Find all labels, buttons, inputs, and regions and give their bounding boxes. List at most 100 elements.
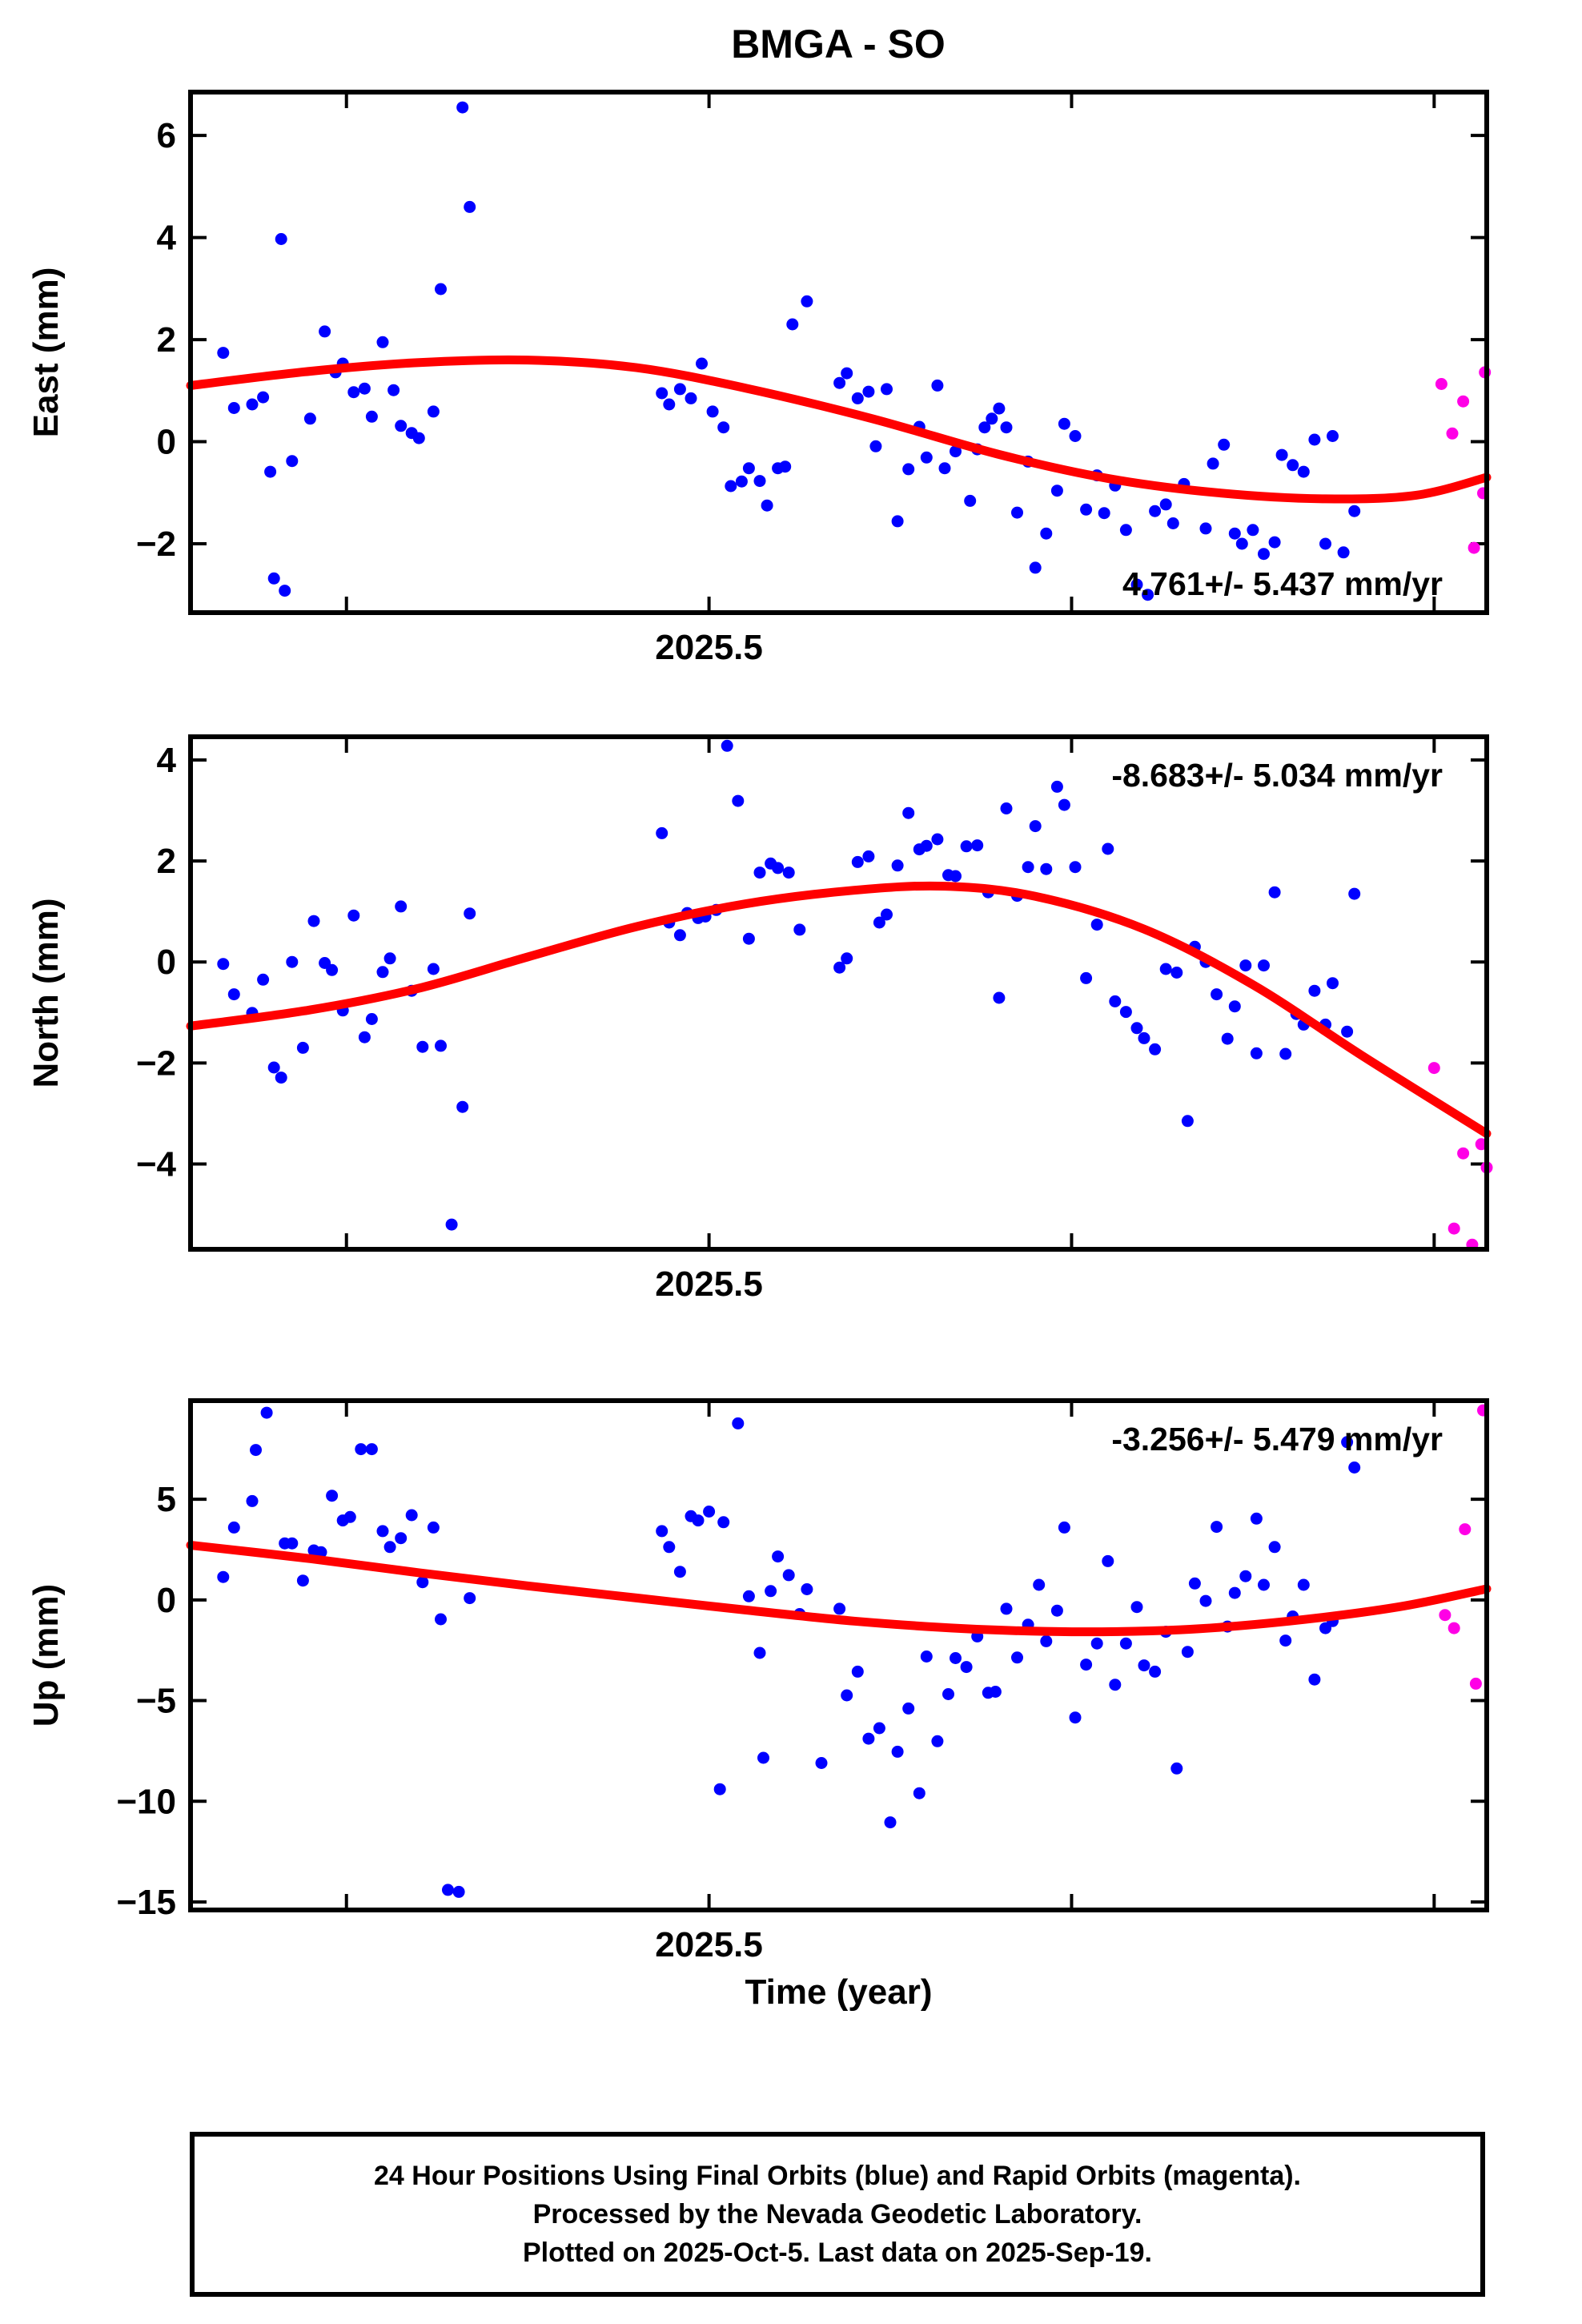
footer-line-orbits: 24 Hour Positions Using Final Orbits (bl… <box>374 2161 1301 2191</box>
final-orbit-point <box>673 1566 686 1578</box>
final-orbit-point <box>793 923 806 936</box>
final-orbit-point <box>1119 524 1132 537</box>
final-orbit-point <box>656 387 669 400</box>
final-orbit-point <box>1188 1577 1201 1590</box>
plot-frame <box>188 734 1489 1252</box>
final-orbit-point <box>735 475 748 488</box>
final-orbit-point <box>1327 977 1339 990</box>
final-orbit-point <box>442 1884 454 1896</box>
final-orbit-point <box>1119 1006 1132 1019</box>
final-orbit-point <box>1149 1665 1162 1678</box>
rapid-orbit-point <box>1457 1147 1470 1160</box>
final-orbit-point <box>1058 417 1070 430</box>
final-orbit-point <box>772 862 785 875</box>
final-orbit-point <box>246 398 259 411</box>
final-orbit-point <box>891 859 904 872</box>
final-orbit-point <box>1228 527 1241 540</box>
final-orbit-point <box>456 1100 469 1113</box>
y-tick-label: 0 <box>157 423 176 462</box>
final-orbit-point <box>319 325 331 338</box>
final-orbit-point <box>913 1787 926 1799</box>
final-orbit-point <box>260 1406 273 1419</box>
final-orbit-point <box>1149 505 1162 517</box>
final-orbit-point <box>227 402 240 414</box>
y-tick-label: 0 <box>157 943 176 982</box>
final-orbit-point <box>891 1745 904 1758</box>
final-orbit-point <box>217 958 230 971</box>
final-orbit-point <box>1050 780 1063 793</box>
y-tick-label: −2 <box>136 1043 176 1083</box>
trend-line <box>186 881 1492 1139</box>
final-orbit-point <box>732 794 745 807</box>
final-orbit-point <box>217 1570 230 1583</box>
final-orbit-point <box>1040 862 1053 875</box>
final-orbit-point <box>1058 1521 1070 1534</box>
final-orbit-point <box>358 1031 371 1043</box>
final-orbit-point <box>358 382 371 395</box>
final-orbit-point <box>1170 967 1183 979</box>
final-orbit-point <box>1348 1462 1361 1474</box>
final-orbit-point <box>435 283 447 296</box>
final-orbit-point <box>902 1702 915 1715</box>
final-orbit-point <box>1090 1637 1103 1650</box>
final-orbit-point <box>395 420 408 432</box>
rate-annotation: -3.256+/- 5.479 mm/yr <box>1111 1421 1443 1458</box>
final-orbit-point <box>1275 448 1288 461</box>
final-orbit-point <box>891 515 904 528</box>
final-orbit-point <box>920 1651 933 1663</box>
final-orbit-point <box>942 1688 954 1700</box>
final-orbit-point <box>1029 561 1042 574</box>
final-orbit-point <box>753 1647 766 1659</box>
final-orbit-point <box>452 1885 465 1898</box>
final-orbit-point <box>1297 1578 1310 1591</box>
panel-east: −2 0 2 4 6 2025.5 4.761+/- 5.437 mm/yr East (mm… <box>26 90 1492 667</box>
final-orbit-point <box>1011 506 1023 519</box>
final-orbit-point <box>732 1417 745 1429</box>
footer-caption-box: 24 Hour Positions Using Final Orbits (bl… <box>190 2132 1485 2297</box>
final-orbit-point <box>1080 1659 1093 1671</box>
final-orbit-point <box>1348 505 1361 517</box>
x-tick-label: 2025.5 <box>655 628 763 667</box>
final-orbit-point <box>931 833 944 846</box>
final-orbit-point <box>989 1686 1002 1698</box>
final-orbit-point <box>1319 537 1331 550</box>
final-orbit-point <box>395 900 408 913</box>
plot-frame <box>188 90 1489 615</box>
final-orbit-point <box>902 463 915 476</box>
final-orbit-point <box>663 1541 676 1554</box>
plot-frame <box>188 1398 1489 1912</box>
final-orbit-point <box>416 1576 429 1589</box>
y-tick-label: 5 <box>157 1480 176 1519</box>
rate-annotation: -8.683+/- 5.034 mm/yr <box>1111 757 1443 794</box>
final-orbit-point <box>286 1537 299 1550</box>
final-orbit-point <box>703 1506 716 1518</box>
final-orbit-point <box>1337 546 1350 559</box>
final-orbit-point <box>286 455 299 468</box>
final-orbit-point <box>902 806 915 819</box>
final-orbit-point <box>950 1652 962 1664</box>
final-orbit-point <box>753 475 766 488</box>
final-orbit-point <box>456 101 469 114</box>
final-orbit-point <box>1221 1032 1234 1045</box>
final-orbit-point <box>920 451 933 464</box>
final-orbit-point <box>873 1722 885 1735</box>
y-tick-label: 0 <box>157 1581 176 1620</box>
final-orbit-point <box>395 1532 408 1545</box>
rate-annotation: 4.761+/- 5.437 mm/yr <box>1122 565 1443 602</box>
final-orbit-point <box>303 412 316 425</box>
final-orbit-point <box>1109 995 1122 1007</box>
final-orbit-point <box>1142 589 1154 601</box>
final-orbit-point <box>343 1510 356 1523</box>
final-orbit-point <box>1268 536 1281 549</box>
final-orbit-point <box>782 866 795 879</box>
final-orbit-point <box>742 1590 755 1602</box>
final-orbit-point <box>376 1525 389 1538</box>
final-orbit-point <box>412 432 425 444</box>
final-orbit-point <box>227 1521 240 1534</box>
final-orbit-point <box>862 385 875 398</box>
final-orbit-point <box>1159 498 1172 511</box>
final-orbit-point <box>833 961 846 974</box>
final-orbit-point <box>383 1541 396 1554</box>
final-orbit-point <box>1102 1554 1114 1567</box>
